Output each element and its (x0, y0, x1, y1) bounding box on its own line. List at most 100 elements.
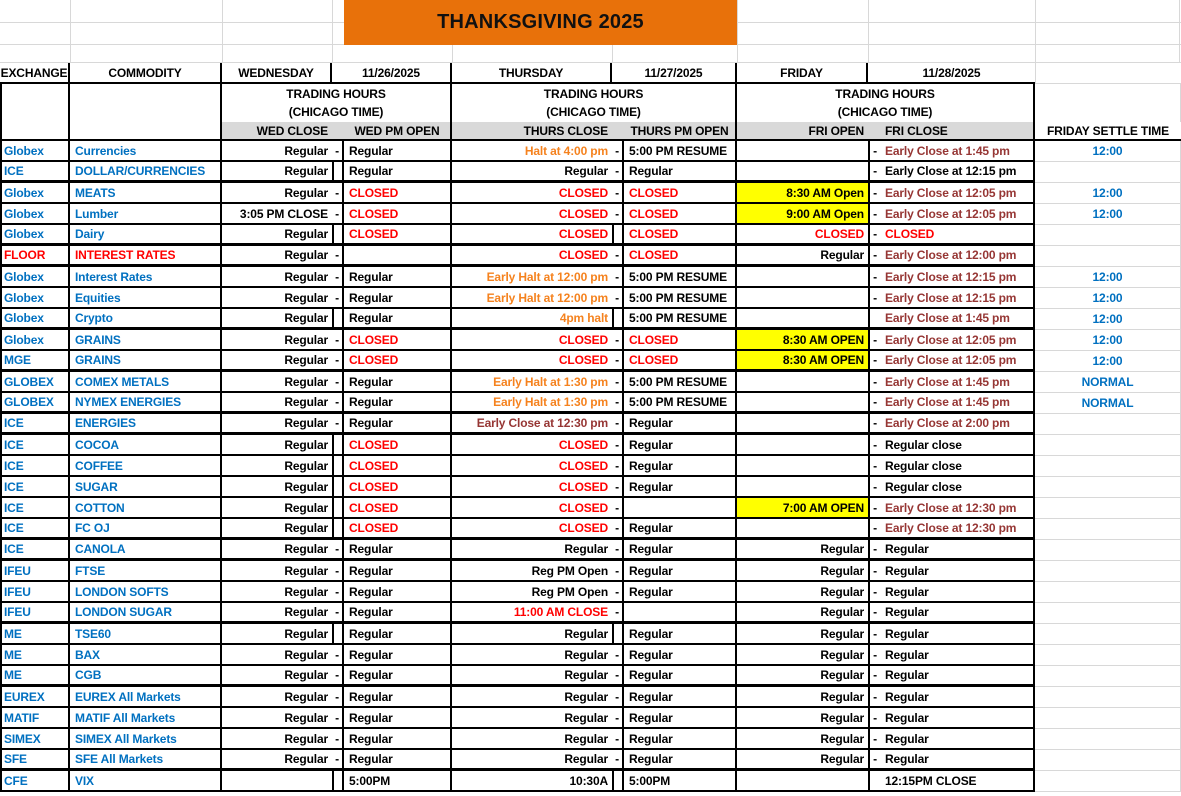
thurs-pm-open-cell[interactable]: 5:00 PM RESUME (624, 267, 737, 288)
wed-pm-open-cell[interactable]: Regular (344, 393, 452, 414)
wed-close-header[interactable]: WED CLOSE (222, 122, 332, 141)
commodity-cell[interactable]: EUREX All Markets (70, 687, 222, 708)
commodity-cell[interactable]: Interest Rates (70, 267, 222, 288)
wed-close-cell[interactable]: Regular (222, 582, 332, 603)
wed-close-cell[interactable]: Regular (222, 288, 332, 309)
exchange-cell[interactable]: SIMEX (0, 729, 70, 750)
wed-close-cell[interactable]: Regular (222, 372, 332, 393)
friday-settle-cell[interactable] (1035, 771, 1181, 792)
wed-close-cell[interactable]: Regular (222, 561, 332, 582)
fri-close-cell[interactable]: Early Close at 1:45 pm (880, 309, 1035, 330)
thurs-close-cell[interactable]: CLOSED (452, 204, 612, 225)
fri-open-cell[interactable]: CLOSED (737, 225, 868, 246)
fri-close-cell[interactable]: Early Close at 12:05 pm (880, 204, 1035, 225)
wed-close-cell[interactable]: Regular (222, 477, 332, 498)
friday-settle-cell[interactable] (1035, 708, 1181, 729)
commodity-cell[interactable]: LONDON SOFTS (70, 582, 222, 603)
thurs-pm-open-cell[interactable]: Regular (624, 456, 737, 477)
thurs-close-cell[interactable]: 4pm halt (452, 309, 612, 330)
wed-close-cell[interactable]: Regular (222, 309, 332, 330)
wednesday-header[interactable]: WEDNESDAY (222, 63, 332, 84)
thurs-pm-open-cell[interactable]: 5:00 PM RESUME (624, 141, 737, 162)
fri-close-cell[interactable]: Regular (880, 582, 1035, 603)
friday-settle-cell[interactable] (1035, 687, 1181, 708)
exchange-cell[interactable]: SFE (0, 750, 70, 771)
friday-settle-cell[interactable] (1035, 540, 1181, 561)
friday-settle-cell[interactable]: 12:00 (1035, 267, 1181, 288)
fri-close-cell[interactable]: Early Close at 1:45 pm (880, 141, 1035, 162)
commodity-cell[interactable]: Dairy (70, 225, 222, 246)
thurs-close-cell[interactable]: 10:30A (452, 771, 612, 792)
commodity-cell[interactable]: Lumber (70, 204, 222, 225)
fri-close-cell[interactable]: Regular (880, 603, 1035, 624)
fri-open-cell[interactable]: Regular (737, 603, 868, 624)
thurs-pm-open-cell[interactable]: 5:00 PM RESUME (624, 372, 737, 393)
thurs-close-cell[interactable]: CLOSED (452, 435, 612, 456)
commodity-cell[interactable]: Currencies (70, 141, 222, 162)
thurs-close-cell[interactable]: CLOSED (452, 351, 612, 372)
fri-trading-hours-cell[interactable]: TRADING HOURS (CHICAGO TIME) (737, 84, 1035, 122)
wed-pm-open-cell[interactable]: CLOSED (344, 204, 452, 225)
fri-open-cell[interactable]: Regular (737, 687, 868, 708)
wed-pm-open-header[interactable]: WED PM OPEN (344, 122, 452, 141)
exchange-cell[interactable]: ICE (0, 498, 70, 519)
fri-close-header[interactable]: FRI CLOSE (880, 122, 1035, 141)
fri-open-cell[interactable] (737, 393, 868, 414)
friday-settle-cell[interactable]: 12:00 (1035, 141, 1181, 162)
thurs-close-cell[interactable]: CLOSED (452, 519, 612, 540)
fri-open-cell[interactable]: Regular (737, 561, 868, 582)
fri-open-cell[interactable] (737, 267, 868, 288)
exchange-cell[interactable]: ICE (0, 435, 70, 456)
friday-settle-cell[interactable] (1035, 624, 1181, 645)
friday-settle-cell[interactable] (1035, 498, 1181, 519)
fri-open-cell[interactable] (737, 414, 868, 435)
wed-close-cell[interactable]: Regular (222, 624, 332, 645)
fri-close-cell[interactable]: Early Close at 1:45 pm (880, 393, 1035, 414)
wed-close-cell[interactable]: Regular (222, 603, 332, 624)
wed-pm-open-cell[interactable]: Regular (344, 750, 452, 771)
exchange-cell[interactable]: IFEU (0, 582, 70, 603)
thurs-pm-open-cell[interactable]: Regular (624, 708, 737, 729)
thurs-pm-open-cell[interactable] (624, 498, 737, 519)
thurs-close-cell[interactable]: Regular (452, 750, 612, 771)
wed-close-cell[interactable]: Regular (222, 750, 332, 771)
thurs-pm-open-cell[interactable]: 5:00 PM RESUME (624, 288, 737, 309)
wed-pm-open-cell[interactable]: Regular (344, 540, 452, 561)
wed-close-cell[interactable]: Regular (222, 414, 332, 435)
commodity-cell[interactable]: CGB (70, 666, 222, 687)
commodity-cell[interactable]: MEATS (70, 183, 222, 204)
wed-trading-hours-cell[interactable]: TRADING HOURS (CHICAGO TIME) (222, 84, 452, 122)
thurs-close-cell[interactable]: CLOSED (452, 498, 612, 519)
fri-close-cell[interactable]: Regular close (880, 477, 1035, 498)
friday-settle-cell[interactable] (1035, 225, 1181, 246)
wed-pm-open-cell[interactable]: Regular (344, 162, 452, 183)
thurs-close-cell[interactable]: Reg PM Open (452, 582, 612, 603)
thurs-pm-open-cell[interactable]: CLOSED (624, 246, 737, 267)
wed-pm-open-cell[interactable]: Regular (344, 624, 452, 645)
fri-close-cell[interactable]: 12:15PM CLOSE (880, 771, 1035, 792)
thurs-close-cell[interactable]: Early Halt at 1:30 pm (452, 393, 612, 414)
fri-open-cell[interactable]: Regular (737, 750, 868, 771)
fri-open-cell[interactable]: 8:30 AM OPEN (737, 351, 868, 372)
exchange-cell[interactable]: Globex (0, 204, 70, 225)
commodity-cell[interactable]: LONDON SUGAR (70, 603, 222, 624)
fri-close-cell[interactable]: Early Close at 12:30 pm (880, 498, 1035, 519)
thurs-pm-open-cell[interactable]: Regular (624, 729, 737, 750)
fri-open-cell[interactable] (737, 477, 868, 498)
friday-settle-cell[interactable] (1035, 729, 1181, 750)
friday-settle-cell[interactable] (1035, 750, 1181, 771)
thurs-close-cell[interactable]: Regular (452, 624, 612, 645)
exchange-cell[interactable]: ICE (0, 540, 70, 561)
fri-close-cell[interactable]: Regular (880, 750, 1035, 771)
friday-settle-cell[interactable] (1035, 582, 1181, 603)
wed-pm-open-cell[interactable]: Regular (344, 708, 452, 729)
commodity-cell[interactable]: ENERGIES (70, 414, 222, 435)
thurs-close-cell[interactable]: CLOSED (452, 246, 612, 267)
title-banner[interactable]: THANKSGIVING 2025 (344, 0, 737, 45)
friday-settle-cell[interactable] (1035, 666, 1181, 687)
friday-settle-cell[interactable] (1035, 435, 1181, 456)
commodity-cell[interactable]: SUGAR (70, 477, 222, 498)
fri-close-cell[interactable]: Early Close at 12:05 pm (880, 183, 1035, 204)
friday-settle-cell[interactable] (1035, 603, 1181, 624)
thurs-close-cell[interactable]: Regular (452, 729, 612, 750)
